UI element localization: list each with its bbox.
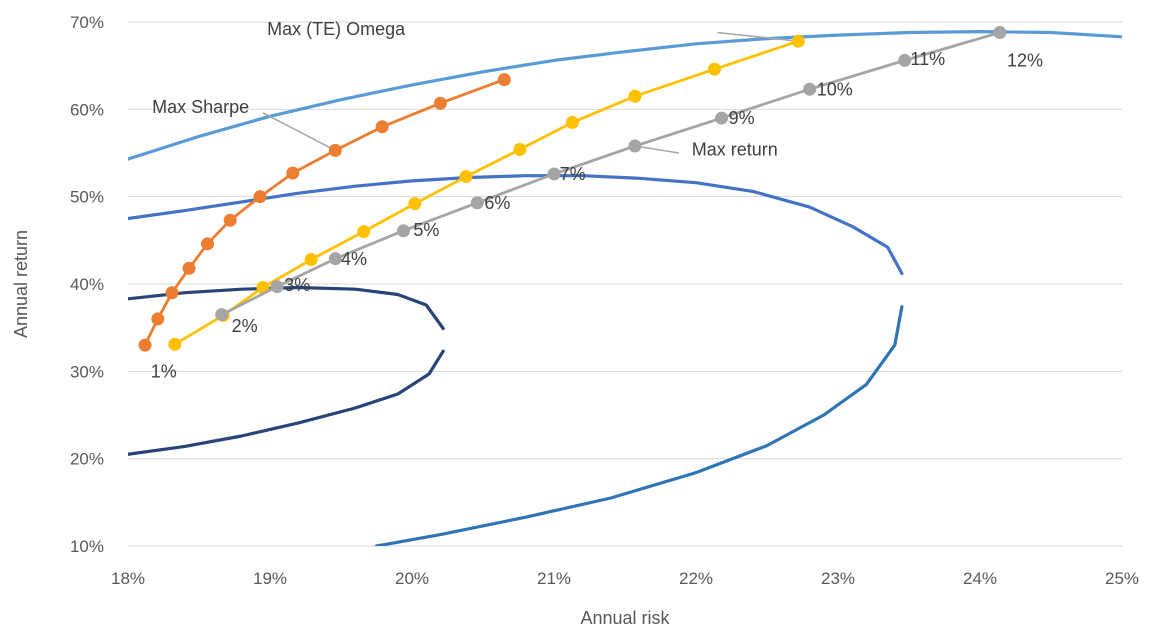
callout-leader-line xyxy=(262,112,336,152)
data-point xyxy=(791,34,805,48)
x-axis-ticks: 18% 19% 20% 21% 22% 23% 24% 25% xyxy=(111,569,1139,588)
data-point xyxy=(513,143,527,157)
data-point xyxy=(286,166,300,180)
data-point xyxy=(628,139,642,153)
point-label: 3% xyxy=(284,275,310,295)
callout-lines xyxy=(262,31,799,154)
data-point xyxy=(628,89,642,103)
frontier-curve xyxy=(128,349,445,456)
annotations: 1% 2% 3% 4% 5% 6% 7% 9% 10% 11% 12% Max (TE) Omega M… xyxy=(151,19,1043,381)
data-point xyxy=(497,73,511,87)
series-line xyxy=(221,31,1001,316)
data-point xyxy=(182,261,196,275)
data-point xyxy=(138,338,152,352)
x-tick-label: 18% xyxy=(111,569,145,588)
callout-leader-line xyxy=(634,145,680,154)
y-tick-label: 20% xyxy=(70,450,104,469)
data-point xyxy=(459,170,473,184)
callout-label: Max Sharpe xyxy=(152,97,249,117)
frontier-curve xyxy=(128,174,904,276)
data-point xyxy=(223,213,237,227)
data-point xyxy=(470,196,484,210)
data-point xyxy=(408,197,422,211)
point-label: 10% xyxy=(817,79,853,99)
frontier-curve xyxy=(128,285,445,331)
callout-label: Max (TE) Omega xyxy=(267,19,406,39)
y-tick-label: 60% xyxy=(70,100,104,119)
data-point xyxy=(215,308,229,322)
x-tick-label: 24% xyxy=(963,569,997,588)
y-tick-label: 30% xyxy=(70,362,104,381)
frontier-curve xyxy=(374,305,904,546)
data-point xyxy=(547,167,561,181)
point-label: 6% xyxy=(484,193,510,213)
data-point xyxy=(253,190,267,204)
y-tick-label: 40% xyxy=(70,275,104,294)
x-tick-label: 20% xyxy=(395,569,429,588)
data-point xyxy=(715,111,729,125)
data-point xyxy=(565,115,579,129)
y-axis-title: Annual return xyxy=(11,230,31,338)
data-point xyxy=(168,337,182,351)
point-label: 9% xyxy=(729,108,755,128)
point-label: 12% xyxy=(1007,51,1043,71)
data-point xyxy=(707,62,721,76)
frontier-curve xyxy=(128,30,1122,161)
x-axis-title: Annual risk xyxy=(580,608,670,628)
point-label: 4% xyxy=(341,249,367,269)
y-axis-ticks: 10% 20% 30% 40% 50% 60% 70% xyxy=(70,13,104,556)
data-point xyxy=(151,312,165,326)
point-label: 7% xyxy=(560,164,586,184)
data-point xyxy=(375,120,389,134)
data-point xyxy=(201,237,215,251)
point-label: 11% xyxy=(910,49,945,69)
y-tick-label: 10% xyxy=(70,537,104,556)
x-tick-label: 23% xyxy=(821,569,855,588)
series-line xyxy=(174,39,799,346)
data-series xyxy=(138,25,1007,352)
data-point xyxy=(270,280,284,294)
data-point xyxy=(328,252,342,266)
point-label: 1% xyxy=(151,361,177,381)
x-tick-label: 25% xyxy=(1105,569,1139,588)
y-tick-label: 70% xyxy=(70,13,104,32)
point-label: 2% xyxy=(232,316,258,336)
point-label: 5% xyxy=(413,220,439,240)
x-tick-label: 19% xyxy=(253,569,287,588)
data-point xyxy=(328,143,342,157)
data-point xyxy=(396,224,410,238)
data-point xyxy=(803,82,817,96)
y-tick-label: 50% xyxy=(70,188,104,207)
data-point xyxy=(993,25,1007,39)
data-point xyxy=(433,96,447,110)
x-tick-label: 21% xyxy=(537,569,571,588)
callout-label: Max return xyxy=(692,140,778,160)
data-point xyxy=(898,53,912,67)
data-point xyxy=(304,253,318,267)
data-point xyxy=(357,225,371,239)
callout-leader-line xyxy=(717,31,799,42)
data-point xyxy=(165,286,179,300)
x-tick-label: 22% xyxy=(679,569,713,588)
